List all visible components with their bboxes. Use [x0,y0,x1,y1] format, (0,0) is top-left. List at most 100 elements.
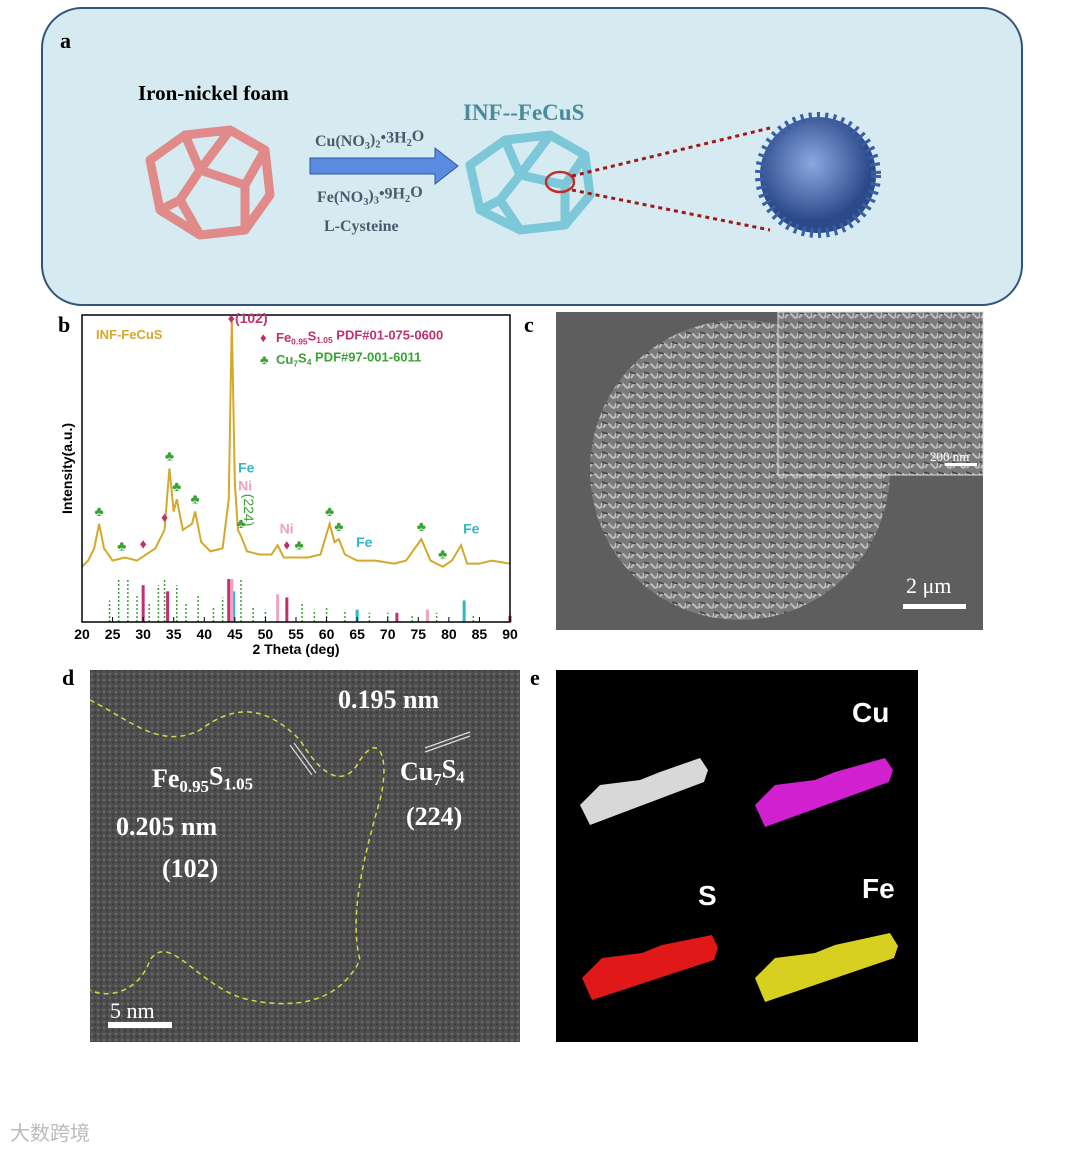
text-part: Fe [276,330,291,345]
scale-label: 5 nm [110,998,155,1023]
panel-label: d [62,665,74,690]
phase-label: Cu7S4 [400,754,465,789]
peak-annotation: Fe [356,534,373,550]
scale-label: 2 μm [906,573,951,598]
fe-map [755,933,898,1002]
text-part: Cu(NO [315,133,365,150]
peak-marker: ♣ [294,537,303,553]
subscript: 3 [374,195,379,206]
phase-boundary [89,699,385,1005]
d-spacing: 0.205 nm [116,812,217,841]
xrd-chart: INF-FeCuS 20 25 30 35 40 45 50 55 60 65 70 75 80 85 90 2… [59,310,518,657]
subscript: 2 [407,138,412,149]
peak-marker: ♣ [417,518,426,534]
tem-image [90,670,520,1042]
x-tick-label: 20 [74,626,90,642]
plane-label: (102) [162,854,218,883]
zoom-lines [571,126,771,232]
y-axis-label: Intensity(a.u.) [59,423,75,514]
x-tick-label: 65 [349,626,365,642]
text-part: Fe [152,764,179,793]
precursor-label: Iron-nickel foam [138,81,289,105]
peak-marker: ♣ [172,478,181,494]
x-tick-label: 25 [105,626,121,642]
subscript: 0.95 [291,337,308,347]
element-label: S [698,880,717,911]
subscript: 7 [433,770,442,789]
legend-symbol: ♣ [260,352,269,367]
subscript: 2 [405,194,410,205]
legend-text: Fe0.95S1.05 PDF#01-075-0600 [276,327,443,346]
x-tick-label: 90 [502,626,518,642]
peak-marker: ♣ [236,515,245,531]
panel-label: e [530,665,540,690]
text-part: ) [370,131,375,148]
text-part: S [308,329,317,344]
cu-map [755,758,893,827]
peak-marker: ♣ [325,503,334,519]
peak-marker: ♣ [438,546,447,562]
text-part: Cu [276,352,293,367]
peak-marker: ♣ [117,537,126,553]
peak-annotation: Ni [280,520,294,536]
text-part: O [412,128,424,145]
panel-label: b [58,312,70,337]
x-axis-label: 2 Theta (deg) [252,641,339,657]
scale-bar [903,604,966,609]
subscript: 3 [365,141,370,152]
nanoflower [755,112,881,238]
reagent: Fe(NO3)3•9H2O [317,184,423,208]
text-part: S [298,351,307,366]
pink-foam [145,125,275,240]
subscript: 1.05 [316,335,333,345]
x-tick-label: 30 [135,626,151,642]
watermark: 大数跨境 [10,1122,90,1145]
text-part: O [410,184,422,201]
reagent: Cu(NO3)2•3H2O [315,128,424,152]
x-tick-label: 50 [258,626,274,642]
text-part: ) [368,187,373,204]
d-spacing: 0.195 nm [338,685,439,714]
subscript: 7 [293,359,298,369]
element-label: Fe [862,873,895,904]
series-label: INF-FeCuS [96,327,163,342]
subscript: 4 [456,767,465,786]
xrd-curve [81,321,511,568]
text-part: S [209,761,223,790]
peak-marker: ♦ [140,536,147,552]
s-map [582,935,718,1000]
peak-marker: ♣ [334,518,343,534]
x-tick-label: 70 [380,626,396,642]
x-tick-label: 35 [166,626,182,642]
x-tick-label: 40 [196,626,212,642]
subscript: 0.95 [179,777,209,796]
text-part: PDF#01-075-0600 [333,327,444,342]
peak-annotation: (224) [241,494,257,527]
x-tick-label: 45 [227,626,243,642]
text-part: Fe(NO [317,189,363,206]
x-tick-label: 80 [441,626,457,642]
subscript: 2 [375,139,380,150]
phase-label: Fe0.95S1.05 [152,761,253,796]
scale-bar [945,463,977,466]
peak-marker: ♣ [165,448,174,464]
zoom-circle [544,170,576,194]
reaction-arrow [309,146,459,186]
peak-marker: ♦ [161,509,168,525]
peak-marker: ♣ [95,503,104,519]
text-part: •3H [381,130,408,147]
legend-symbol: ♦ [260,330,267,345]
x-tick-label: 60 [319,626,335,642]
plane-label: (224) [406,802,462,831]
scale-label: 200 nm [930,449,969,464]
scale-bar [108,1022,172,1028]
reagent: L-Cysteine [324,218,399,235]
text-part: •9H [379,186,406,203]
subscript: 4 [307,357,312,367]
legend-text: Cu7S4 PDF#97-001-6011 [276,349,421,368]
text-part: PDF#97-001-6011 [311,349,421,364]
lattice-marks [289,731,471,776]
peak-marker: ♦ [283,537,290,553]
element-label: Cu [852,697,889,728]
